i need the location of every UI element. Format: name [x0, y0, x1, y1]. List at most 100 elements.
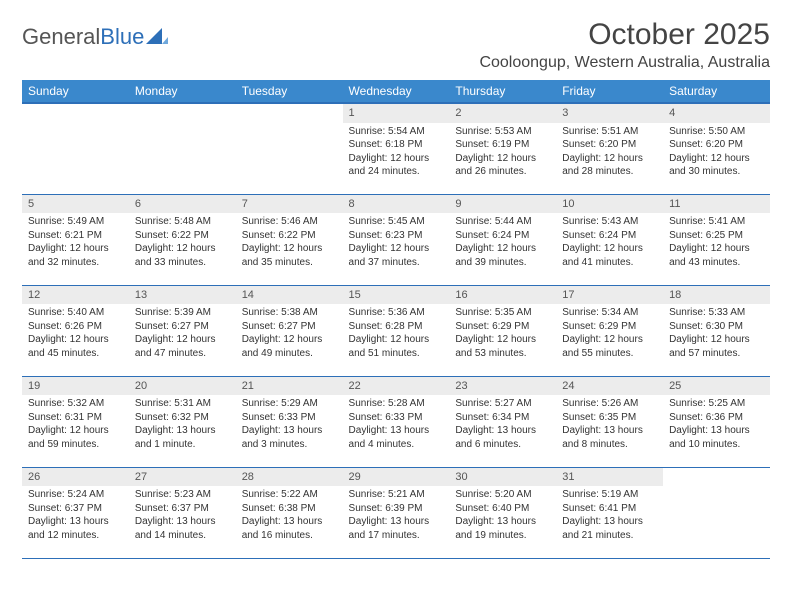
sunset-line: Sunset: 6:22 PM [242, 229, 337, 243]
calendar-cell: 19Sunrise: 5:32 AMSunset: 6:31 PMDayligh… [22, 376, 129, 467]
daylight-line: Daylight: 12 hours and 39 minutes. [455, 242, 550, 269]
calendar-cell: 7Sunrise: 5:46 AMSunset: 6:22 PMDaylight… [236, 194, 343, 285]
sunset-line: Sunset: 6:34 PM [455, 411, 550, 425]
calendar-cell [663, 467, 770, 558]
daylight-line: Daylight: 12 hours and 55 minutes. [562, 333, 657, 360]
cell-body: Sunrise: 5:54 AMSunset: 6:18 PMDaylight:… [343, 125, 450, 181]
daylight-line: Daylight: 12 hours and 49 minutes. [242, 333, 337, 360]
calendar-week-row: 1 Sunrise: 5:54 AMSunset: 6:18 PMDaylight… [22, 103, 770, 194]
calendar-cell: 1 Sunrise: 5:54 AMSunset: 6:18 PMDaylight… [343, 103, 450, 194]
daylight-line: Daylight: 12 hours and 24 minutes. [349, 152, 444, 179]
daylight-line: Daylight: 13 hours and 4 minutes. [349, 424, 444, 451]
calendar-cell: 24Sunrise: 5:26 AMSunset: 6:35 PMDayligh… [556, 376, 663, 467]
day-number: 13 [129, 286, 236, 305]
sunrise-line: Sunrise: 5:21 AM [349, 488, 444, 502]
calendar-cell: 15Sunrise: 5:36 AMSunset: 6:28 PMDayligh… [343, 285, 450, 376]
sunrise-line: Sunrise: 5:19 AM [562, 488, 657, 502]
calendar-cell: 28Sunrise: 5:22 AMSunset: 6:38 PMDayligh… [236, 467, 343, 558]
day-number: 29 [343, 468, 450, 487]
logo-text-blue: Blue [100, 24, 144, 50]
cell-body: Sunrise: 5:53 AMSunset: 6:19 PMDaylight:… [449, 125, 556, 181]
cell-body: Sunrise: 5:22 AMSunset: 6:38 PMDaylight:… [236, 488, 343, 544]
daylight-line: Daylight: 13 hours and 1 minute. [135, 424, 230, 451]
daylight-line: Daylight: 12 hours and 59 minutes. [28, 424, 123, 451]
sunset-line: Sunset: 6:37 PM [135, 502, 230, 516]
sunrise-line: Sunrise: 5:26 AM [562, 397, 657, 411]
cell-body: Sunrise: 5:32 AMSunset: 6:31 PMDaylight:… [22, 397, 129, 453]
day-number: 30 [449, 468, 556, 487]
sunrise-line: Sunrise: 5:46 AM [242, 215, 337, 229]
sunset-line: Sunset: 6:37 PM [28, 502, 123, 516]
day-number: 3 [556, 104, 663, 123]
sunrise-line: Sunrise: 5:41 AM [669, 215, 764, 229]
page-title: October 2025 [588, 18, 770, 52]
sunset-line: Sunset: 6:20 PM [562, 138, 657, 152]
daylight-line: Daylight: 12 hours and 30 minutes. [669, 152, 764, 179]
cell-body: Sunrise: 5:23 AMSunset: 6:37 PMDaylight:… [129, 488, 236, 544]
calendar-cell: 13Sunrise: 5:39 AMSunset: 6:27 PMDayligh… [129, 285, 236, 376]
day-number: 24 [556, 377, 663, 396]
cell-body: Sunrise: 5:50 AMSunset: 6:20 PMDaylight:… [663, 125, 770, 181]
day-header: Tuesday [236, 80, 343, 103]
sunrise-line: Sunrise: 5:51 AM [562, 125, 657, 139]
sunrise-line: Sunrise: 5:38 AM [242, 306, 337, 320]
sunset-line: Sunset: 6:24 PM [455, 229, 550, 243]
cell-body: Sunrise: 5:33 AMSunset: 6:30 PMDaylight:… [663, 306, 770, 362]
daylight-line: Daylight: 12 hours and 35 minutes. [242, 242, 337, 269]
calendar-cell: 8Sunrise: 5:45 AMSunset: 6:23 PMDaylight… [343, 194, 450, 285]
calendar-cell: 20Sunrise: 5:31 AMSunset: 6:32 PMDayligh… [129, 376, 236, 467]
calendar-header-row: SundayMondayTuesdayWednesdayThursdayFrid… [22, 80, 770, 103]
daylight-line: Daylight: 12 hours and 43 minutes. [669, 242, 764, 269]
cell-body: Sunrise: 5:49 AMSunset: 6:21 PMDaylight:… [22, 215, 129, 271]
sunrise-line: Sunrise: 5:45 AM [349, 215, 444, 229]
day-number: 11 [663, 195, 770, 214]
daylight-line: Daylight: 12 hours and 41 minutes. [562, 242, 657, 269]
sunset-line: Sunset: 6:22 PM [135, 229, 230, 243]
calendar-cell: 21Sunrise: 5:29 AMSunset: 6:33 PMDayligh… [236, 376, 343, 467]
sunset-line: Sunset: 6:30 PM [669, 320, 764, 334]
calendar-cell: 27Sunrise: 5:23 AMSunset: 6:37 PMDayligh… [129, 467, 236, 558]
sunset-line: Sunset: 6:28 PM [349, 320, 444, 334]
calendar-cell [236, 103, 343, 194]
day-header: Thursday [449, 80, 556, 103]
calendar-cell [129, 103, 236, 194]
day-header: Monday [129, 80, 236, 103]
sunset-line: Sunset: 6:27 PM [135, 320, 230, 334]
cell-body: Sunrise: 5:39 AMSunset: 6:27 PMDaylight:… [129, 306, 236, 362]
sunrise-line: Sunrise: 5:22 AM [242, 488, 337, 502]
cell-body: Sunrise: 5:25 AMSunset: 6:36 PMDaylight:… [663, 397, 770, 453]
calendar-cell [22, 103, 129, 194]
sunrise-line: Sunrise: 5:35 AM [455, 306, 550, 320]
calendar-week-row: 19Sunrise: 5:32 AMSunset: 6:31 PMDayligh… [22, 376, 770, 467]
day-number: 21 [236, 377, 343, 396]
day-number: 12 [22, 286, 129, 305]
day-number: 1 [343, 104, 450, 123]
day-header: Saturday [663, 80, 770, 103]
daylight-line: Daylight: 13 hours and 19 minutes. [455, 515, 550, 542]
cell-body: Sunrise: 5:29 AMSunset: 6:33 PMDaylight:… [236, 397, 343, 453]
logo: GeneralBlue [22, 24, 168, 50]
day-number: 14 [236, 286, 343, 305]
calendar-cell: 29Sunrise: 5:21 AMSunset: 6:39 PMDayligh… [343, 467, 450, 558]
cell-body: Sunrise: 5:26 AMSunset: 6:35 PMDaylight:… [556, 397, 663, 453]
daylight-line: Daylight: 12 hours and 28 minutes. [562, 152, 657, 179]
calendar-cell: 25Sunrise: 5:25 AMSunset: 6:36 PMDayligh… [663, 376, 770, 467]
calendar-cell: 18Sunrise: 5:33 AMSunset: 6:30 PMDayligh… [663, 285, 770, 376]
cell-body: Sunrise: 5:34 AMSunset: 6:29 PMDaylight:… [556, 306, 663, 362]
daylight-line: Daylight: 13 hours and 6 minutes. [455, 424, 550, 451]
sunrise-line: Sunrise: 5:24 AM [28, 488, 123, 502]
calendar-cell: 2Sunrise: 5:53 AMSunset: 6:19 PMDaylight… [449, 103, 556, 194]
calendar-cell: 10Sunrise: 5:43 AMSunset: 6:24 PMDayligh… [556, 194, 663, 285]
day-number: 23 [449, 377, 556, 396]
day-header: Sunday [22, 80, 129, 103]
day-number: 6 [129, 195, 236, 214]
day-number: 22 [343, 377, 450, 396]
calendar-cell: 30Sunrise: 5:20 AMSunset: 6:40 PMDayligh… [449, 467, 556, 558]
daylight-line: Daylight: 12 hours and 26 minutes. [455, 152, 550, 179]
cell-body: Sunrise: 5:51 AMSunset: 6:20 PMDaylight:… [556, 125, 663, 181]
day-number: 19 [22, 377, 129, 396]
cell-body: Sunrise: 5:38 AMSunset: 6:27 PMDaylight:… [236, 306, 343, 362]
daylight-line: Daylight: 12 hours and 37 minutes. [349, 242, 444, 269]
daylight-line: Daylight: 13 hours and 16 minutes. [242, 515, 337, 542]
cell-body: Sunrise: 5:35 AMSunset: 6:29 PMDaylight:… [449, 306, 556, 362]
